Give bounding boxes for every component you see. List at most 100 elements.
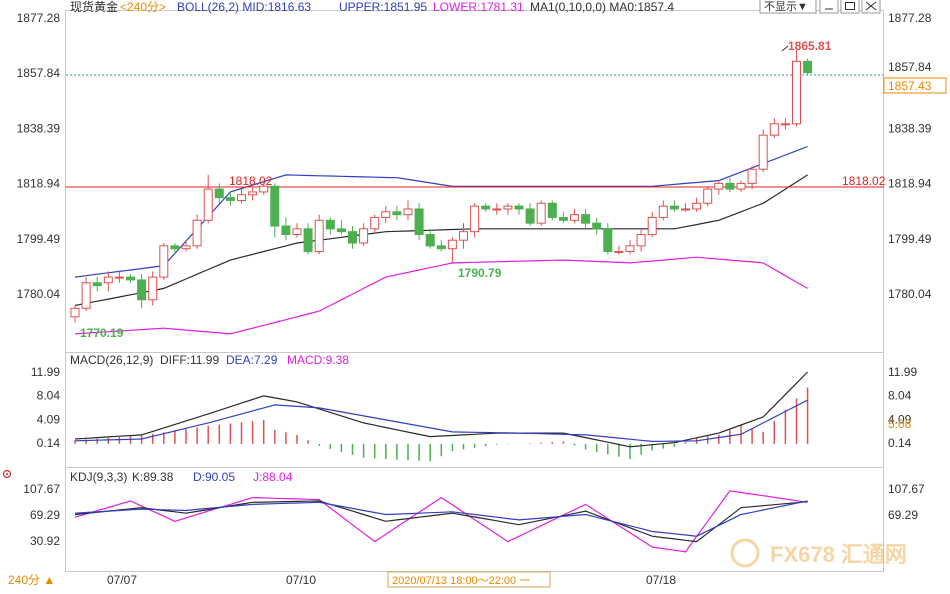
- candle-body: [459, 231, 468, 241]
- kdj-tick-right: 69.29: [888, 508, 918, 522]
- candle-body: [436, 245, 446, 250]
- candle-body: [192, 219, 202, 247]
- boll-lower-line: [74, 256, 808, 335]
- candle-body: [148, 276, 158, 301]
- kdj-axis-right: 107.67 69.29: [888, 482, 925, 522]
- macd-side-value: 5.08: [888, 417, 912, 431]
- macd-value: MACD:9.38: [287, 353, 349, 367]
- candle-body: [314, 219, 324, 253]
- gear-icon[interactable]: [2, 469, 12, 479]
- last-price-box-value: 1857.43: [888, 79, 932, 93]
- candle-body: [692, 202, 702, 210]
- candle-body: [348, 231, 357, 244]
- candle-body: [81, 282, 91, 309]
- candle-body: [636, 234, 646, 247]
- boll-lower-label: LOWER:1781.31: [433, 0, 524, 14]
- price-tick-left: 1818.94: [17, 177, 61, 191]
- candle-body: [292, 228, 302, 236]
- candle-body: [425, 234, 435, 247]
- period-selector[interactable]: 240分 ▲: [0, 571, 62, 588]
- minimize-window-icon[interactable]: [819, 0, 839, 14]
- candle-body: [336, 228, 346, 233]
- macd-dea-line: [74, 399, 808, 443]
- price-tick-right: 1838.39: [888, 121, 932, 135]
- hline-label-left: 1818.02: [229, 174, 273, 188]
- candle-body: [592, 222, 602, 230]
- watermark-logo: FX678 汇通网: [730, 538, 907, 568]
- maximize-window-icon[interactable]: [840, 0, 860, 14]
- price-tick-left: 1780.04: [17, 287, 61, 301]
- candle-body: [414, 208, 424, 236]
- candle-body: [603, 228, 613, 253]
- candle-body: [681, 208, 690, 211]
- macd-diff-line: [74, 371, 809, 448]
- boll-mid-label: BOLL(26,2) MID:1816.63: [177, 0, 311, 14]
- candle-body: [669, 205, 679, 210]
- high-label: 1865.81: [788, 39, 832, 53]
- candle-body: [126, 276, 135, 281]
- candle-body: [769, 123, 779, 136]
- kdj-k: K:89.38: [132, 470, 174, 484]
- candle-body: [614, 251, 624, 254]
- price-tick-left: 1877.28: [17, 11, 61, 25]
- candle-body: [103, 276, 113, 284]
- candle-body: [647, 216, 657, 236]
- kdj-tick-left: 107.67: [23, 482, 60, 496]
- crosshair-time: 2020/07/13 18:00～22:00 一: [392, 575, 530, 587]
- kdj-j-line: [74, 490, 808, 553]
- last-price-box: 1857.43: [883, 77, 947, 94]
- kdj-d-line: [74, 500, 808, 537]
- macd-axis-right: 11.99 8.04 4.09 0.14: [888, 365, 917, 450]
- kdj-k-line: [74, 500, 808, 543]
- kdj-tick-left: 69.29: [30, 508, 60, 522]
- price-tick-right: 1877.28: [888, 11, 932, 25]
- price-tick-right: 1799.49: [888, 232, 932, 246]
- boll-mid-line: [74, 174, 808, 307]
- candle-body: [359, 228, 369, 244]
- candle-body: [270, 185, 280, 227]
- candlestick-series: [70, 50, 813, 323]
- candle-body: [259, 185, 269, 193]
- kdj-j: J:88.04: [253, 470, 293, 484]
- ma-label: MA1(0,10,0,0) MA0:1857.4: [530, 0, 674, 14]
- price-tick-left: 1799.49: [17, 232, 61, 246]
- candle-body: [658, 205, 668, 218]
- close-window-icon[interactable]: [861, 0, 881, 14]
- candle-body: [70, 307, 80, 318]
- price-tick-right: 1780.04: [888, 287, 932, 301]
- chart-frame: [65, 10, 884, 572]
- candle-body: [392, 211, 402, 216]
- candle-body: [547, 202, 557, 218]
- candle-body: [514, 205, 524, 210]
- hline-label-right: 1818.02: [842, 174, 886, 188]
- low-label-2: 1790.79: [458, 266, 502, 280]
- crosshair-time-box: [387, 571, 551, 588]
- candle-body: [447, 239, 457, 250]
- macd-tick-left: 4.09: [37, 412, 61, 426]
- candle-body: [803, 60, 813, 74]
- price-tick-left: 1838.39: [17, 121, 61, 135]
- candle-body: [758, 134, 768, 170]
- candle-body: [225, 197, 235, 201]
- candle-body: [536, 202, 546, 224]
- macd-dea: DEA:7.29: [226, 353, 278, 367]
- candle-body: [725, 182, 735, 190]
- instrument-name: 现货黄金: [70, 0, 118, 14]
- candle-body: [481, 205, 491, 210]
- macd-tick-left: 0.14: [37, 436, 61, 450]
- price-axis-right: 1877.28 1838.39 1818.94 1799.49 1780.04: [888, 11, 932, 301]
- candle-body: [248, 191, 258, 196]
- period-selector-label: 240分 ▲: [8, 573, 55, 587]
- hide-button-label: 不显示▼: [764, 0, 808, 13]
- candle-body: [525, 208, 535, 224]
- price-tick-right: 1818.94: [888, 177, 932, 191]
- candle-body: [703, 188, 713, 204]
- price-axis-left: 1877.28 1857.84 1838.39 1818.94 1799.49 1780.…: [17, 11, 61, 301]
- macd-tick-left: 11.99: [31, 365, 60, 379]
- macd-tick-left: 8.04: [37, 389, 61, 403]
- hide-button[interactable]: 不显示▼: [759, 0, 817, 14]
- high-pointer: [781, 45, 789, 52]
- candle-body: [159, 245, 169, 278]
- candle-body: [281, 225, 291, 236]
